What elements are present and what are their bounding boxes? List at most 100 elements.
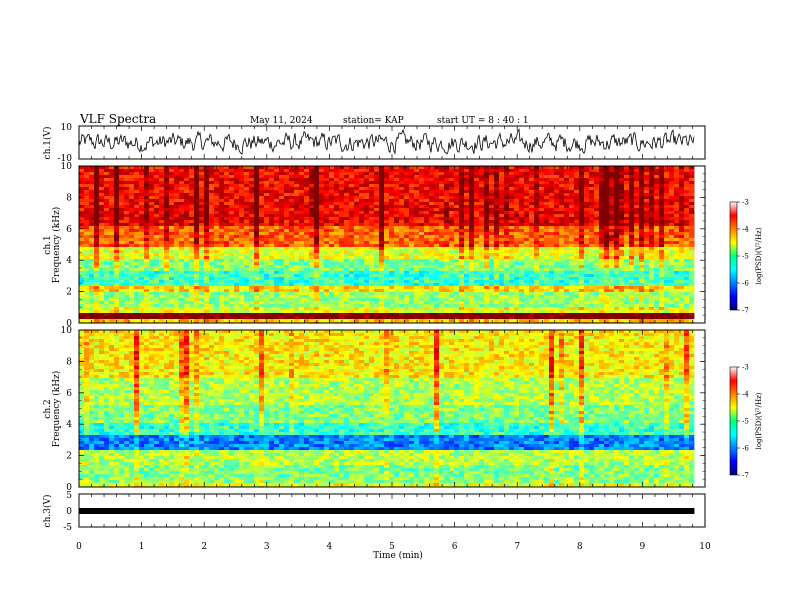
spectrogram-cell <box>514 178 519 181</box>
spectrogram-cell <box>244 241 249 244</box>
spectrogram-cell <box>379 238 384 241</box>
spectrogram-cell <box>484 172 489 175</box>
spectrogram-cell <box>684 277 689 280</box>
spectrogram-cell <box>219 250 224 253</box>
spectrogram-cell <box>409 196 414 199</box>
spectrogram-cell <box>684 190 689 193</box>
spectrogram-cell <box>94 190 99 193</box>
spectrogram-cell <box>179 223 184 226</box>
spectrogram-cell <box>424 259 429 262</box>
spectrogram-cell <box>259 205 264 208</box>
spectrogram-cell <box>324 274 329 277</box>
spectrogram-cell <box>489 253 494 256</box>
spectrogram-cell <box>214 175 219 178</box>
spectrogram-cell <box>344 220 349 223</box>
spectrogram-cell <box>479 187 484 190</box>
spectrogram-cell <box>684 250 689 253</box>
spectrogram-cell <box>84 277 89 280</box>
spectrogram-cell <box>564 169 569 172</box>
spectrogram-cell <box>369 238 374 241</box>
spectrogram-cell <box>119 184 124 187</box>
spectrogram-cell <box>89 184 94 187</box>
spectrogram-cell <box>239 262 244 265</box>
spectrogram-cell <box>169 184 174 187</box>
spectrogram-cell <box>324 250 329 253</box>
spectrogram-cell <box>84 190 89 193</box>
spectrogram-cell <box>279 169 284 172</box>
spectrogram-cell <box>204 235 209 238</box>
spectrogram-cell <box>579 247 584 250</box>
spectrogram-cell <box>654 277 659 280</box>
spectrogram-cell <box>209 217 214 220</box>
spectrogram-cell <box>99 226 104 229</box>
spectrogram-cell <box>559 208 564 211</box>
spectrogram-cell <box>639 262 644 265</box>
spectrogram-cell <box>379 175 384 178</box>
spectrogram-cell <box>179 214 184 217</box>
spectrogram-cell <box>569 280 574 283</box>
spectrogram-cell <box>644 250 649 253</box>
spectrogram-cell <box>279 250 284 253</box>
spectrogram-cell <box>334 220 339 223</box>
spectrogram-cell <box>259 193 264 196</box>
spectrogram-cell <box>119 223 124 226</box>
spectrogram-cell <box>109 217 114 220</box>
spectrogram-cell <box>244 196 249 199</box>
spectrogram-cell <box>594 238 599 241</box>
spectrogram-cell <box>529 208 534 211</box>
spectrogram-cell <box>299 166 304 169</box>
spectrogram-cell <box>394 211 399 214</box>
spectrogram-cell <box>654 169 659 172</box>
spectrogram-cell <box>579 259 584 262</box>
spectrogram-cell <box>249 226 254 229</box>
spectrogram-cell <box>509 178 514 181</box>
spectrogram-cell <box>619 265 624 268</box>
spectrogram-cell <box>84 238 89 241</box>
spectrogram-cell <box>644 166 649 169</box>
spectrogram-cell <box>434 253 439 256</box>
spectrogram-cell <box>274 268 279 271</box>
spectrogram-cell <box>79 208 84 211</box>
spectrogram-cell <box>339 172 344 175</box>
spectrogram-cell <box>634 214 639 217</box>
spectrogram-cell <box>584 178 589 181</box>
spectrogram-cell <box>234 220 239 223</box>
spectrogram-cell <box>534 238 539 241</box>
spectrogram-cell <box>149 175 154 178</box>
spectrogram-cell <box>399 172 404 175</box>
spectrogram-cell <box>634 175 639 178</box>
spectrogram-cell <box>409 190 414 193</box>
spectrogram-cell <box>94 181 99 184</box>
spectrogram-cell <box>204 205 209 208</box>
spectrogram-cell <box>284 193 289 196</box>
spectrogram-cell <box>479 196 484 199</box>
spectrogram-cell <box>459 190 464 193</box>
spectrogram-cell <box>279 256 284 259</box>
spectrogram-cell <box>224 196 229 199</box>
spectrogram-cell <box>424 178 429 181</box>
spectrogram-cell <box>574 244 579 247</box>
spectrogram-cell <box>304 250 309 253</box>
spectrogram-cell <box>109 277 114 280</box>
spectrogram-cell <box>244 283 249 286</box>
spectrogram-cell <box>419 235 424 238</box>
spectrogram-cell <box>684 214 689 217</box>
spectrogram-cell <box>209 202 214 205</box>
spectrogram-cell <box>424 217 429 220</box>
spectrogram-cell <box>424 202 429 205</box>
spectrogram-cell <box>114 247 119 250</box>
spectrogram-cell <box>264 196 269 199</box>
spectrogram-cell <box>269 265 274 268</box>
spectrogram-cell <box>484 193 489 196</box>
spectrogram-cell <box>404 247 409 250</box>
spectrogram-cell <box>319 214 324 217</box>
spectrogram-cell <box>369 229 374 232</box>
spectrogram-cell <box>304 271 309 274</box>
spectrogram-cell <box>424 205 429 208</box>
spectrogram-cell <box>619 202 624 205</box>
spectrogram-cell <box>614 199 619 202</box>
spectrogram-cell <box>689 208 694 211</box>
spectrogram-cell <box>149 211 154 214</box>
spectrogram-cell <box>339 268 344 271</box>
spectrogram-cell <box>209 187 214 190</box>
